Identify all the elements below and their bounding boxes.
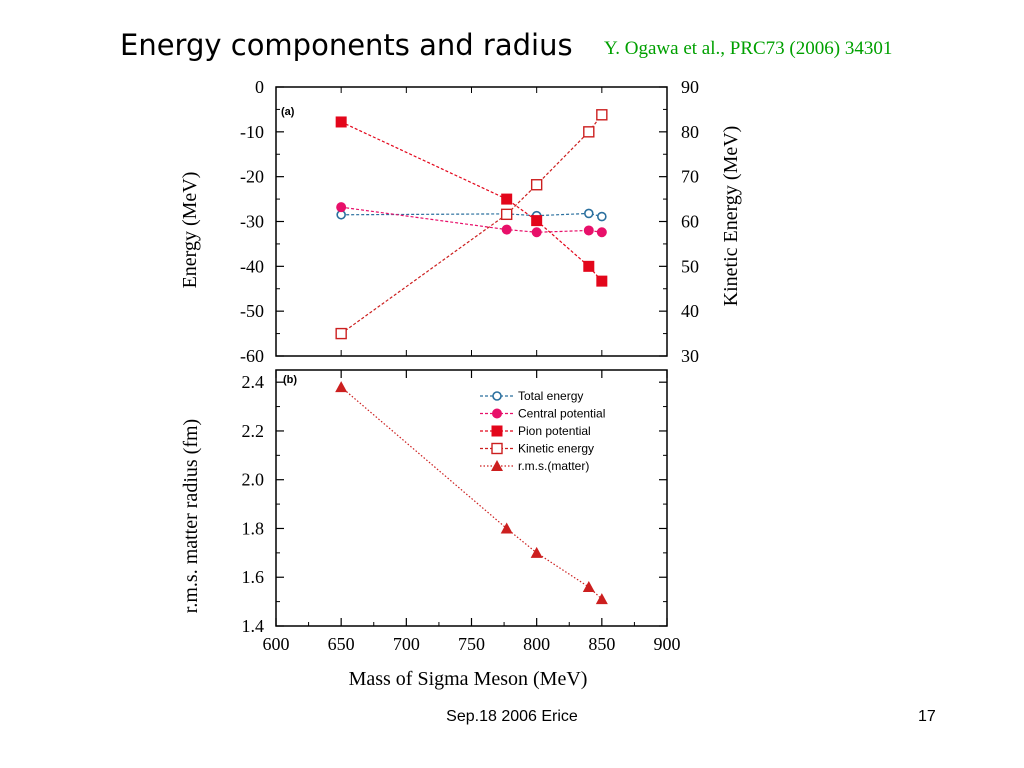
point-kinetic-energy — [530, 179, 543, 191]
legend-marker-r-m-s-matter — [491, 460, 503, 471]
series-line-pion-potential — [340, 121, 603, 282]
point-kinetic-energy — [335, 327, 347, 340]
panel-a-series — [275, 87, 668, 356]
panel-a-ytick-label: -60 — [240, 346, 264, 366]
legend-label-pion-potential: Pion potential — [518, 424, 591, 438]
panel-b-ylabel: r.m.s. matter radius (fm) — [180, 419, 202, 613]
panel-a-ytick-label: -50 — [240, 301, 264, 321]
legend-marker-total-energy — [492, 391, 502, 401]
point-central-potential — [336, 202, 347, 213]
panel-b-xtick-label: 750 — [458, 634, 485, 654]
point-r-m-s-matter — [582, 580, 595, 592]
point-kinetic-energy — [596, 109, 608, 121]
panel-a-ytick-label: 0 — [255, 77, 264, 97]
citation: Y. Ogawa et al., PRC73 (2006) 34301 — [604, 38, 893, 59]
panel-a-left-ticks: 0 -10 -20 -30 -40 -50 -60 — [240, 77, 284, 366]
panel-b-xtick-label: 600 — [263, 634, 290, 654]
panel-b-ytick-label: 2.2 — [242, 421, 265, 441]
panel-b-ytick-label: 2.0 — [242, 470, 265, 490]
point-pion-potential — [501, 193, 513, 205]
panel-b-xlabel: Mass of Sigma Meson (MeV) — [349, 668, 588, 690]
panel-a-y2tick-label: 30 — [681, 346, 699, 366]
legend-marker-kinetic-energy — [491, 442, 503, 455]
panel-a-ytick-label: -30 — [240, 212, 264, 232]
panel-b-y-ticks: 2.4 2.2 2.0 1.8 1.6 1.4 — [242, 372, 667, 636]
point-central-potential — [531, 227, 542, 238]
legend-label-r-m-s-matter: r.m.s.(matter) — [518, 459, 589, 473]
panel-b-label: (b) — [283, 374, 297, 386]
panel-a-y2tick-label: 60 — [681, 212, 699, 232]
series-line-total-energy — [341, 212, 602, 218]
panel-b-xtick-label: 650 — [328, 634, 355, 654]
panel-b-series — [335, 381, 608, 605]
panel-b-xtick-label: 850 — [588, 634, 615, 654]
footer-date: Sep.18 2006 Erice — [446, 708, 578, 725]
point-kinetic-energy — [500, 208, 513, 221]
energy-radius-figure: (a) 0 -10 -20 -30 -40 -50 -60 90 80 70 60 50 40 30 E… — [179, 77, 742, 690]
panel-a-y2tick-label: 80 — [681, 122, 699, 142]
legend-marker-pion-potential — [491, 425, 503, 437]
point-pion-potential — [596, 275, 608, 287]
legend: Total energy Central potential Pion potent… — [480, 389, 605, 473]
panel-a-label: (a) — [281, 106, 295, 118]
panel-b-xtick-label: 700 — [393, 634, 420, 654]
point-central-potential — [596, 227, 607, 238]
point-central-potential — [501, 224, 512, 235]
panel-b-xtick-label: 800 — [523, 634, 550, 654]
point-pion-potential — [531, 215, 543, 227]
panel-b-ytick-label: 1.6 — [242, 567, 265, 587]
point-central-potential — [583, 225, 594, 236]
panel-b-ytick-label: 1.8 — [242, 518, 265, 538]
point-r-m-s-matter — [500, 522, 513, 534]
point-pion-potential — [335, 116, 347, 128]
panel-a-ytick-label: -40 — [240, 256, 264, 276]
panel-b-xtick-label: 900 — [654, 634, 681, 654]
panel-b-radius: (b) 2.4 2.2 2.0 1.8 1.6 1.4 600 650 700 750 800 85… — [180, 369, 681, 690]
panel-a-energy: (a) 0 -10 -20 -30 -40 -50 -60 90 80 70 60 50 40 30 E… — [179, 77, 742, 366]
panel-a-right-ticks: 90 80 70 60 50 40 30 — [659, 77, 699, 366]
panel-a-ytick-label: -20 — [240, 167, 264, 187]
panel-a-y2tick-label: 40 — [681, 301, 699, 321]
panel-b-ytick-label: 1.4 — [242, 616, 265, 636]
panel-b-ytick-label: 2.4 — [242, 372, 265, 392]
legend-marker-central-potential — [492, 408, 502, 419]
panel-a-frame — [275, 86, 668, 357]
series-line-central-potential — [341, 206, 602, 233]
panel-a-y2tick-label: 50 — [681, 256, 699, 276]
point-r-m-s-matter — [335, 381, 348, 393]
point-total-energy — [583, 208, 594, 219]
legend-label-total-energy: Total energy — [518, 389, 583, 403]
page-number: 17 — [918, 708, 936, 725]
legend-label-central-potential: Central potential — [518, 407, 605, 421]
panel-a-ytick-label: -10 — [240, 122, 264, 142]
panel-b-x-ticks: 600 650 700 750 800 850 900 — [263, 370, 681, 654]
panel-a-y2tick-label: 90 — [681, 77, 699, 97]
point-kinetic-energy — [583, 126, 595, 138]
point-pion-potential — [583, 260, 595, 272]
point-total-energy — [597, 211, 607, 222]
series-line-kinetic-energy — [340, 114, 603, 335]
panel-a-y2label: Kinetic Energy (MeV) — [720, 126, 742, 307]
point-r-m-s-matter — [530, 546, 543, 558]
panel-b-frame — [275, 369, 668, 627]
panel-a-ylabel: Energy (MeV) — [179, 172, 201, 289]
slide-title: Energy components and radius — [120, 28, 573, 62]
legend-label-kinetic-energy: Kinetic energy — [518, 442, 594, 456]
panel-a-y2tick-label: 70 — [681, 167, 699, 187]
point-r-m-s-matter — [595, 593, 608, 605]
